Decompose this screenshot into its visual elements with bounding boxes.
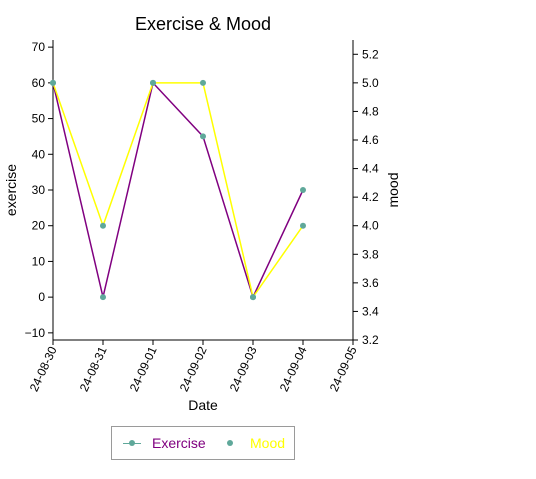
x-tick-label: 24-09-02 — [177, 344, 210, 394]
x-tick-label: 24-09-01 — [127, 344, 160, 394]
x-tick-label: 24-08-31 — [77, 344, 110, 394]
left-tick-label: 50 — [32, 112, 46, 126]
data-point-mood — [150, 79, 156, 86]
right-tick-label: 4.8 — [362, 104, 379, 118]
legend: Exercise Mood — [111, 426, 295, 460]
x-tick-label: 24-09-04 — [277, 344, 310, 394]
right-tick-label: 3.6 — [362, 276, 379, 290]
chart-title: Exercise & Mood — [135, 14, 271, 34]
legend-label-mood: Mood — [250, 435, 286, 451]
data-point-mood — [50, 79, 56, 86]
right-tick-label: 4.0 — [362, 219, 379, 233]
left-tick-label: 60 — [32, 76, 46, 90]
series-line-mood — [52, 82, 304, 299]
x-tick-label: 24-09-03 — [227, 344, 260, 394]
right-tick-label: 3.8 — [362, 247, 379, 261]
legend-label-exercise: Exercise — [152, 435, 206, 451]
left-tick-label: 40 — [32, 147, 46, 161]
data-point-mood — [200, 79, 206, 86]
data-point-exercise — [300, 187, 306, 193]
right-tick-label: 5.2 — [362, 47, 379, 61]
left-tick-label: 70 — [32, 40, 46, 54]
data-point-mood — [300, 222, 306, 229]
right-tick-label: 5.0 — [362, 76, 379, 90]
left-tick-label: 10 — [32, 254, 46, 268]
x-axis-ticks: 24-08-30 24-08-31 24-09-01 24-09-02 24-09-03… — [27, 340, 360, 394]
legend-swatch-exercise — [120, 437, 144, 449]
data-point-exercise — [200, 133, 206, 140]
right-tick-label: 4.6 — [362, 133, 379, 147]
left-tick-label: −10 — [25, 326, 46, 340]
left-axis-ticks: −10 0 10 20 30 40 50 60 70 — [25, 40, 53, 340]
right-tick-label: 4.4 — [362, 162, 379, 176]
legend-swatch-mood — [218, 437, 242, 449]
left-tick-label: 30 — [32, 183, 46, 197]
y-axis-label-left: exercise — [3, 164, 19, 216]
data-point-mood — [250, 294, 256, 301]
legend-item-exercise[interactable]: Exercise — [120, 435, 206, 451]
x-tick-label: 24-09-05 — [327, 344, 360, 394]
y-axis-label-right: mood — [385, 172, 401, 207]
data-point-exercise — [100, 294, 106, 301]
x-axis-label: Date — [188, 397, 218, 413]
legend-item-mood[interactable]: Mood — [218, 435, 285, 451]
right-tick-label: 3.4 — [362, 304, 379, 318]
left-tick-label: 0 — [38, 290, 45, 304]
right-tick-label: 3.2 — [362, 333, 379, 347]
x-tick-label: 24-08-30 — [27, 344, 60, 394]
data-point-mood — [100, 222, 106, 229]
left-tick-label: 20 — [32, 219, 46, 233]
series-line-exercise — [52, 81, 304, 300]
series-layer — [50, 79, 306, 301]
right-axis-ticks: 3.2 3.4 3.6 3.8 4.0 4.2 4.4 4.6 4.8 5.0 5.2 — [353, 47, 379, 347]
right-tick-label: 4.2 — [362, 190, 379, 204]
